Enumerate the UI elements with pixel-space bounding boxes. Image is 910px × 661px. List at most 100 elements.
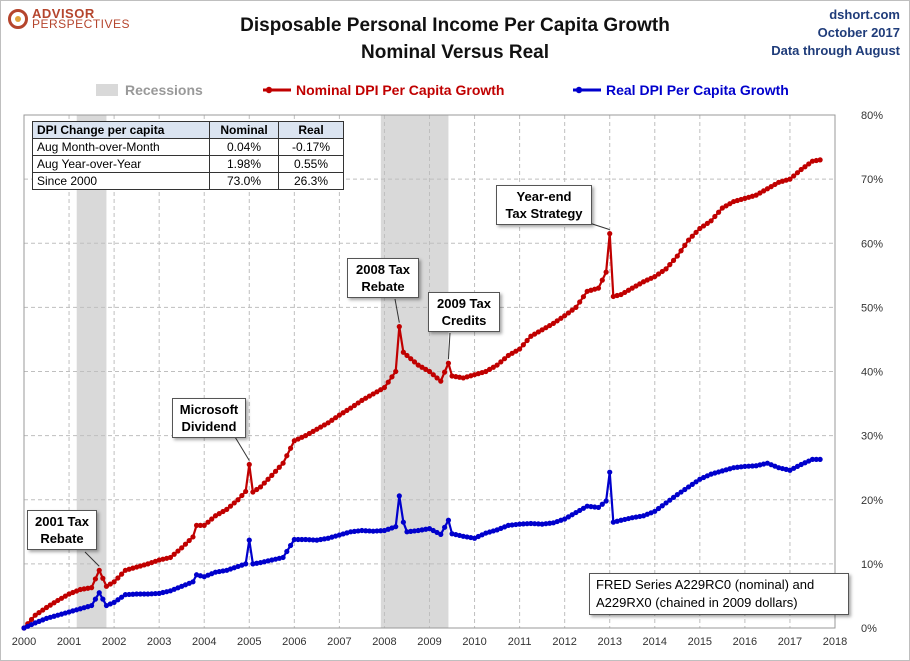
real-data-point bbox=[667, 497, 673, 503]
nominal-data-point bbox=[336, 412, 342, 418]
y-tick-label: 0% bbox=[861, 623, 877, 635]
real-data-point bbox=[441, 524, 448, 530]
table-cell-real: -0.17% bbox=[278, 138, 344, 156]
callout-pointer bbox=[447, 332, 451, 360]
real-data-point bbox=[141, 591, 147, 597]
nominal-data-point bbox=[554, 318, 560, 324]
nominal-data-point bbox=[524, 337, 530, 344]
real-data-point bbox=[588, 503, 594, 510]
nominal-data-point bbox=[115, 575, 121, 581]
real-data-point bbox=[535, 521, 541, 527]
callout-pointer bbox=[394, 298, 400, 323]
plot-area-border bbox=[23, 114, 836, 629]
y-tick-label: 70% bbox=[861, 174, 883, 186]
real-data-point bbox=[119, 594, 125, 600]
real-data-point bbox=[302, 536, 309, 543]
nominal-data-point bbox=[607, 231, 613, 237]
real-data-point bbox=[599, 501, 605, 507]
nominal-data-point bbox=[190, 534, 196, 540]
x-tick-label: 2015 bbox=[688, 636, 712, 648]
legend-recessions-label: Recessions bbox=[125, 82, 203, 98]
nominal-data-point bbox=[201, 522, 207, 529]
nominal-data-point bbox=[603, 269, 609, 275]
x-tick-label: 2006 bbox=[282, 636, 306, 648]
x-tick-label: 2008 bbox=[372, 636, 396, 648]
annotation-line: Microsoft bbox=[179, 402, 239, 417]
real-data-point bbox=[284, 548, 290, 555]
real-data-point bbox=[404, 529, 410, 535]
real-data-point bbox=[254, 560, 260, 566]
real-data-point bbox=[749, 463, 755, 469]
nominal-data-point bbox=[111, 579, 117, 585]
legend-real: Real DPI Per Capita Growth bbox=[572, 82, 789, 98]
annotation-2001-tax-rebate: 2001 Tax Rebate bbox=[27, 510, 97, 550]
nominal-data-point bbox=[577, 299, 583, 305]
nominal-data-point bbox=[794, 170, 801, 176]
real-data-point bbox=[693, 479, 699, 485]
nominal-data-point bbox=[517, 346, 523, 352]
table-cell-nominal: 73.0% bbox=[209, 172, 279, 190]
source-site: dshort.com bbox=[829, 7, 900, 22]
real-data-point bbox=[134, 591, 140, 597]
legend-nominal-swatch bbox=[263, 86, 291, 94]
annotation-2009-tax-credits: 2009 Tax Credits bbox=[428, 292, 500, 332]
y-tick-label: 80% bbox=[861, 110, 883, 122]
real-data-point bbox=[408, 528, 414, 534]
nominal-data-point bbox=[355, 400, 361, 406]
real-data-point bbox=[738, 464, 744, 470]
nominal-data-point bbox=[791, 173, 797, 179]
nominal-data-point bbox=[441, 369, 448, 375]
table-row: Since 2000 73.0% 26.3% bbox=[32, 172, 344, 190]
nominal-data-point bbox=[712, 213, 718, 220]
real-data-point bbox=[592, 504, 598, 510]
legend-recessions-swatch bbox=[96, 84, 118, 96]
nominal-data-point bbox=[333, 415, 339, 421]
real-data-point bbox=[366, 528, 373, 534]
real-data-point bbox=[310, 537, 316, 543]
nominal-data-point bbox=[813, 157, 819, 164]
real-data-point bbox=[595, 504, 602, 511]
nominal-data-point bbox=[272, 468, 279, 474]
nominal-data-point bbox=[565, 310, 572, 316]
x-tick-label: 2017 bbox=[778, 636, 802, 648]
x-tick-label: 2005 bbox=[237, 636, 261, 648]
x-tick-label: 2009 bbox=[417, 636, 441, 648]
nominal-data-point bbox=[685, 237, 692, 243]
table-cell-label: Since 2000 bbox=[32, 172, 210, 190]
nominal-data-point bbox=[806, 161, 812, 167]
nominal-data-point bbox=[670, 257, 677, 263]
nominal-data-point bbox=[179, 545, 185, 551]
nominal-data-point bbox=[693, 229, 699, 235]
nominal-data-point bbox=[261, 480, 267, 486]
x-tick-label: 2007 bbox=[327, 636, 351, 648]
table-header-nominal: Nominal bbox=[209, 121, 279, 139]
real-data-point bbox=[396, 493, 402, 499]
annotation-line: Rebate bbox=[361, 279, 405, 294]
nominal-data-point bbox=[182, 541, 189, 547]
table-row: Aug Month-over-Month 0.04% -0.17% bbox=[32, 138, 344, 156]
nominal-data-point bbox=[92, 576, 99, 582]
real-data-point bbox=[137, 591, 143, 597]
nominal-data-point bbox=[107, 581, 113, 587]
nominal-data-point bbox=[704, 220, 710, 226]
real-data-point bbox=[659, 503, 665, 509]
nominal-data-point bbox=[43, 604, 50, 611]
nominal-data-point bbox=[103, 583, 110, 589]
nominal-data-point bbox=[257, 484, 264, 490]
real-data-point bbox=[145, 591, 151, 597]
fred-series-note-line: A229RX0 (chained in 2009 dollars) bbox=[596, 595, 798, 610]
table-cell-label: Aug Year-over-Year bbox=[32, 155, 210, 173]
nominal-data-point bbox=[280, 460, 286, 466]
nominal-data-point bbox=[562, 313, 568, 319]
y-tick-label: 30% bbox=[861, 431, 883, 443]
nominal-data-point bbox=[186, 537, 192, 544]
real-data-point bbox=[351, 528, 358, 534]
nominal-data-point bbox=[809, 158, 816, 164]
nominal-data-point bbox=[36, 610, 42, 616]
nominal-data-point bbox=[599, 277, 605, 283]
annotation-2008-tax-rebate: 2008 Tax Rebate bbox=[347, 258, 419, 298]
nominal-data-point bbox=[276, 464, 282, 470]
annotation-line: Year-end bbox=[516, 189, 572, 204]
nominal-data-point bbox=[438, 378, 444, 384]
nominal-data-point bbox=[667, 262, 673, 268]
